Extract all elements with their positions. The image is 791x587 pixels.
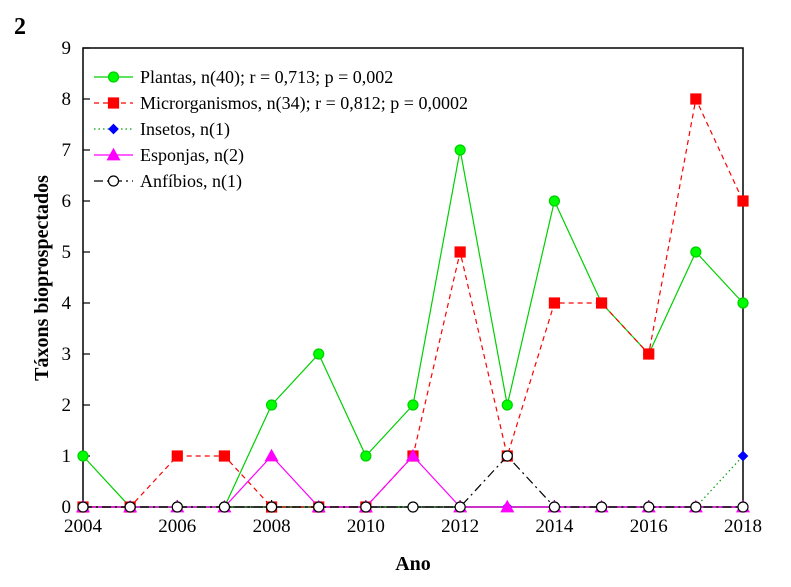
data-point	[218, 450, 231, 462]
data-point	[77, 450, 89, 462]
data-point	[454, 501, 466, 513]
y-tick-label: 5	[62, 242, 72, 263]
data-point	[360, 450, 372, 462]
x-tick-label: 2004	[64, 516, 103, 537]
data-point	[643, 501, 655, 513]
plot-area	[75, 93, 751, 513]
data-point	[407, 399, 419, 411]
x-tick-label: 2014	[535, 516, 574, 537]
legend-label: Esponjas, n(2)	[140, 145, 244, 166]
data-point	[265, 399, 278, 411]
data-point	[737, 195, 749, 207]
data-point	[360, 501, 372, 513]
y-tick-label: 1	[62, 446, 72, 467]
legend-item: Anfíbios, n(1)	[94, 171, 242, 192]
data-point	[171, 501, 183, 513]
legend: Plantas, n(40); r = 0,713; p = 0,002 Micr…	[94, 67, 468, 192]
data-point	[737, 501, 749, 513]
series-line	[83, 455, 743, 508]
data-point	[595, 501, 608, 513]
data-point	[595, 297, 608, 309]
data-point	[454, 246, 466, 258]
series-line	[83, 455, 743, 508]
legend-item: Esponjas, n(2)	[94, 145, 244, 166]
x-tick-label: 2012	[441, 516, 479, 537]
y-tick-label: 3	[62, 344, 72, 365]
data-point	[548, 501, 561, 513]
data-point	[643, 348, 655, 360]
y-axis-title: Táxons bioprospectados	[31, 175, 53, 381]
x-tick-label: 2006	[158, 516, 196, 537]
legend-marker	[107, 97, 120, 109]
legend-label: Microrganismos, n(34); r = 0,812; p = 0,…	[140, 93, 468, 114]
data-point	[737, 297, 749, 309]
y-tick-label: 7	[62, 140, 72, 161]
data-point	[737, 450, 749, 462]
series-5	[77, 450, 749, 513]
x-tick-label: 2016	[630, 516, 668, 537]
legend-item: Insetos, n(1)	[94, 119, 230, 140]
legend-marker	[108, 123, 119, 135]
data-point	[407, 501, 419, 513]
y-tick-label: 9	[62, 38, 72, 59]
legend-marker	[107, 175, 120, 187]
x-tick-label: 2010	[347, 516, 385, 537]
data-point	[500, 499, 515, 513]
data-point	[548, 297, 561, 309]
data-point	[124, 501, 136, 513]
y-tick-label: 4	[62, 293, 72, 314]
data-point	[501, 399, 513, 411]
data-point	[264, 448, 279, 462]
data-point	[690, 246, 702, 258]
x-tick-label: 2008	[253, 516, 291, 537]
data-point	[690, 93, 702, 105]
y-tick-label: 8	[62, 89, 72, 110]
data-point	[265, 501, 278, 513]
data-point	[171, 450, 183, 462]
x-axis-title: Ano	[395, 553, 431, 575]
y-tick-label: 0	[62, 497, 72, 518]
data-point	[313, 348, 325, 360]
data-point	[313, 501, 325, 513]
data-point	[548, 195, 561, 207]
data-point	[454, 144, 466, 156]
data-point	[405, 448, 421, 462]
panel-label: 2	[14, 14, 26, 40]
legend-label: Insetos, n(1)	[140, 119, 230, 140]
legend-label: Plantas, n(40); r = 0,713; p = 0,002	[140, 67, 393, 88]
series-line	[83, 455, 744, 508]
data-point	[218, 501, 231, 513]
legend-marker	[107, 71, 120, 83]
data-point	[501, 450, 513, 462]
legend-label: Anfíbios, n(1)	[140, 171, 242, 192]
legend-item: Microrganismos, n(34); r = 0,812; p = 0,…	[94, 93, 468, 114]
plot-frame	[82, 47, 744, 508]
legend-item: Plantas, n(40); r = 0,713; p = 0,002	[94, 67, 393, 88]
data-point	[77, 501, 89, 513]
y-tick-label: 6	[62, 191, 72, 212]
x-tick-label: 2018	[724, 516, 762, 537]
y-tick-label: 2	[62, 395, 72, 416]
legend-marker	[106, 147, 121, 161]
data-point	[690, 501, 702, 513]
